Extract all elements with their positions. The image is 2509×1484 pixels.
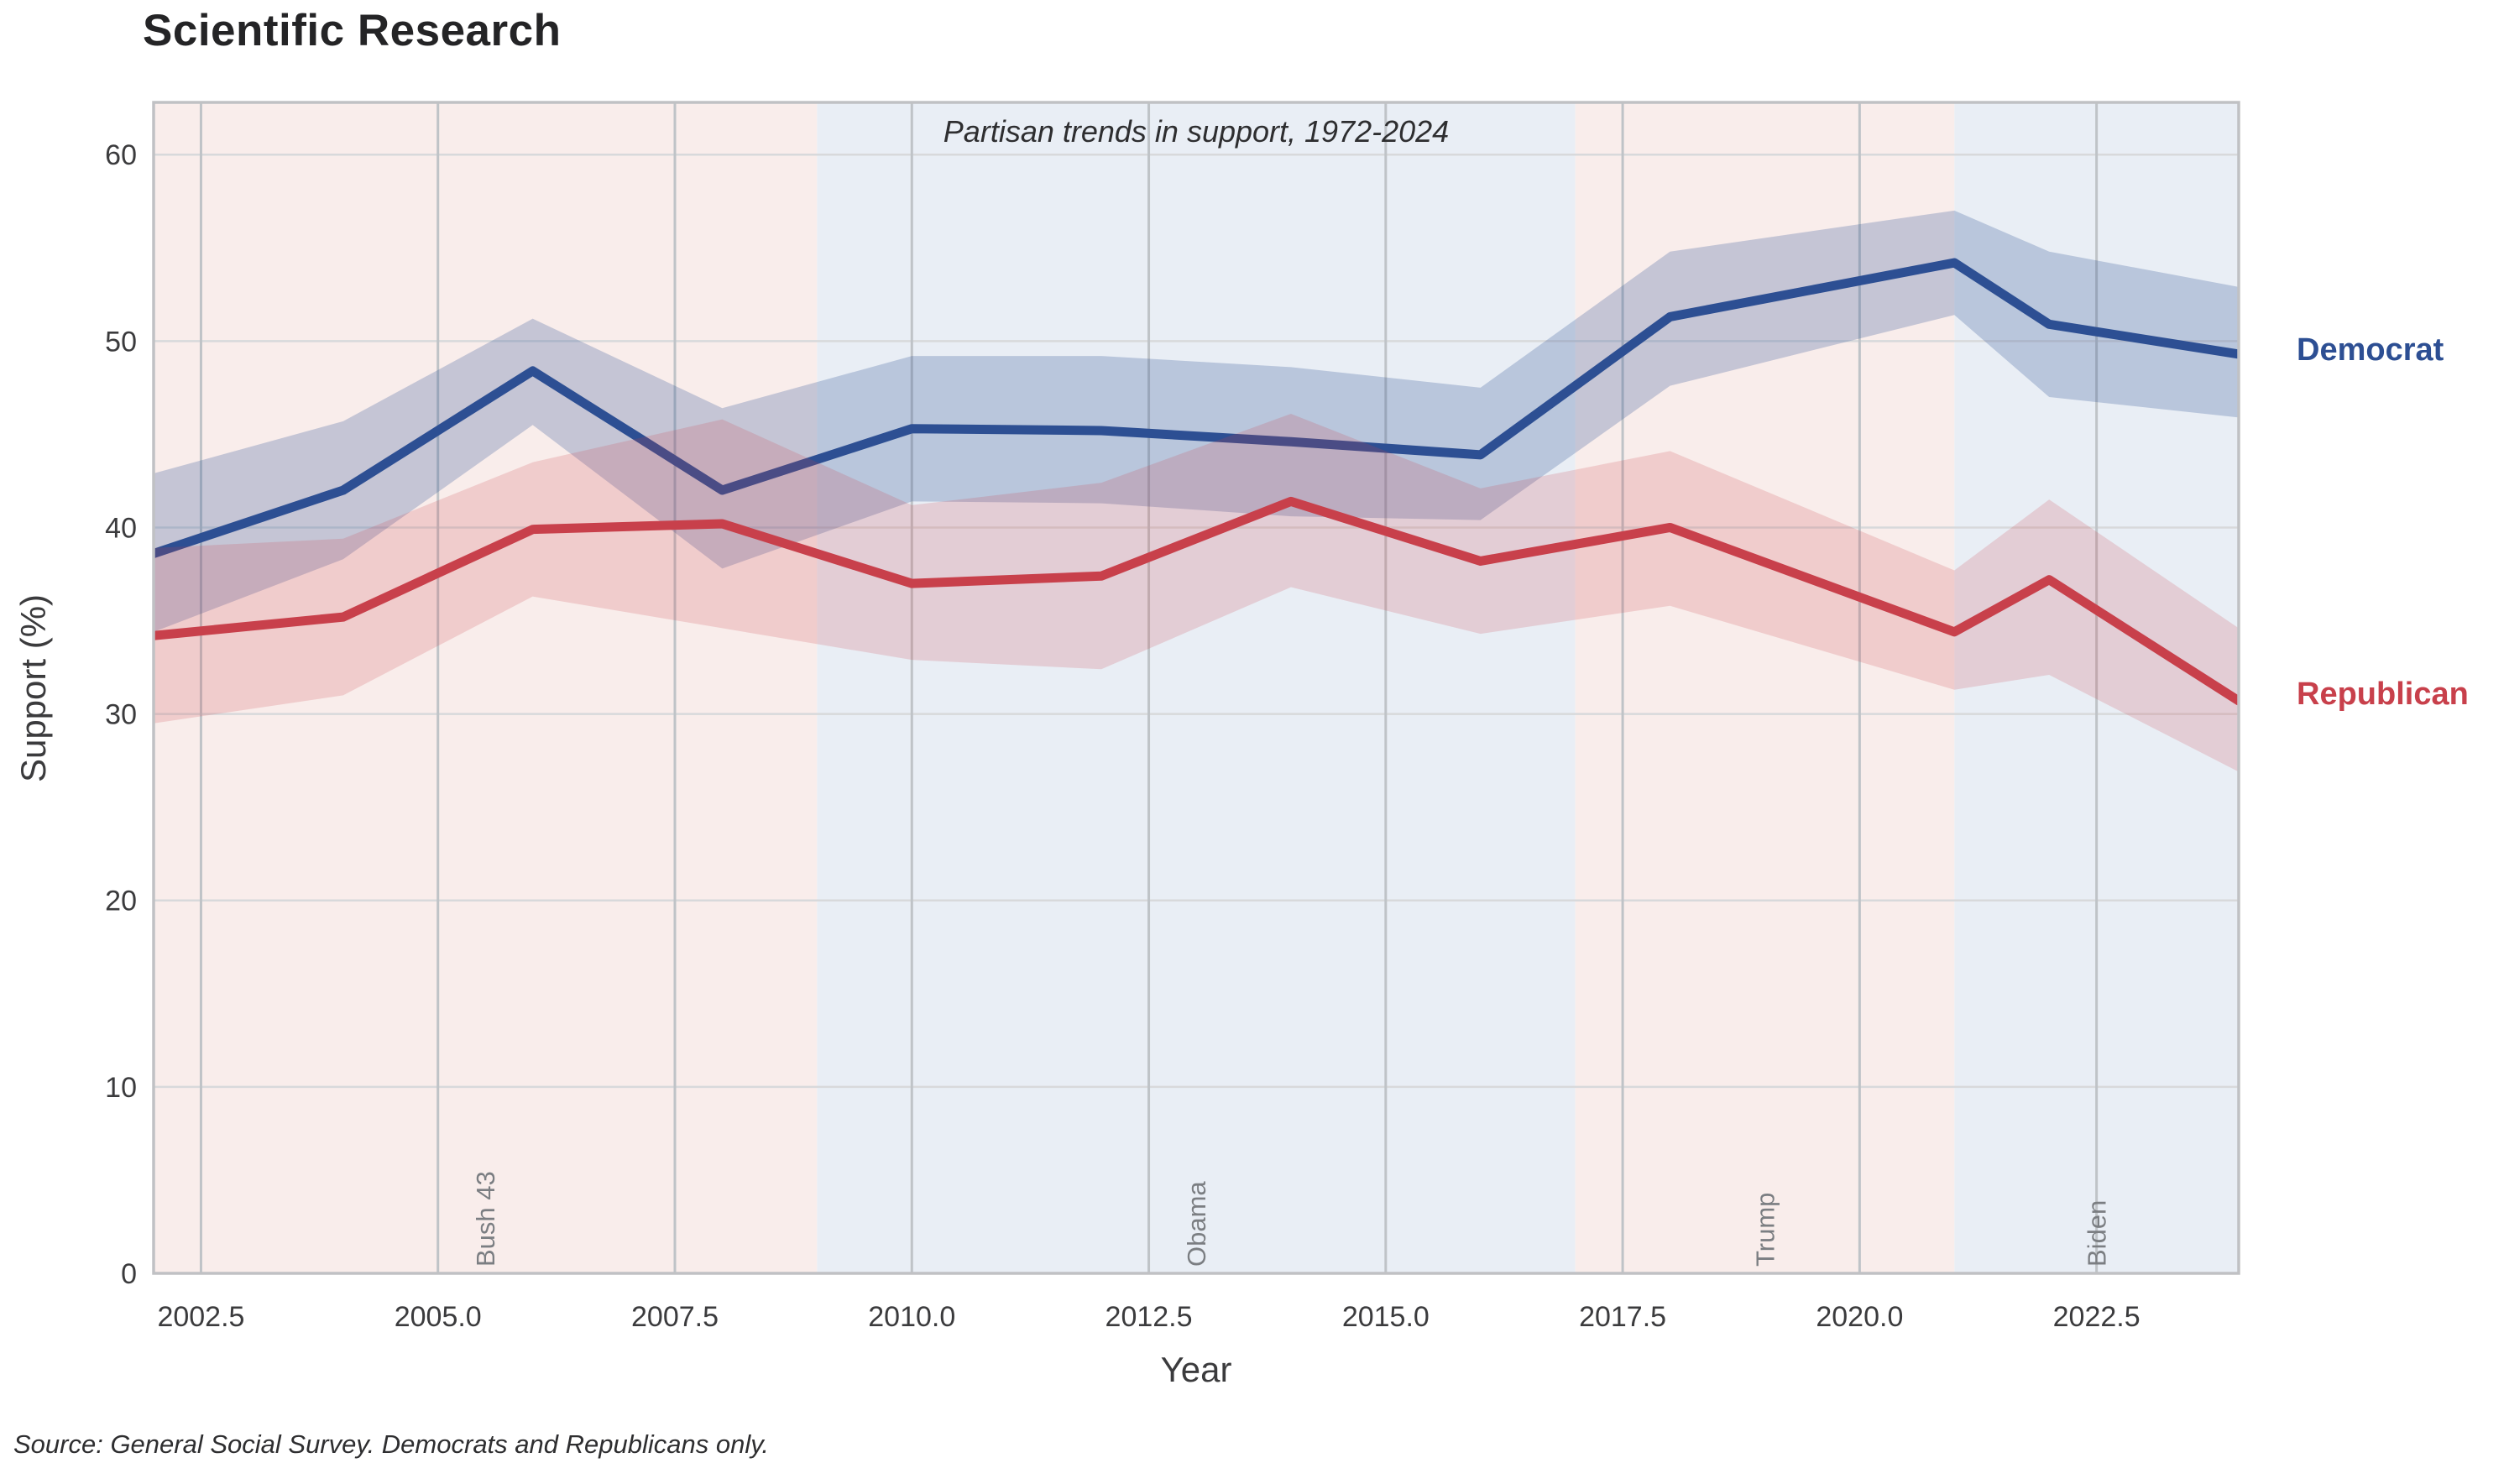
y-tick-label: 40 xyxy=(105,512,137,544)
horizontal-gridlines xyxy=(154,153,2239,1089)
x-tick-label: 2015.0 xyxy=(1342,1301,1430,1333)
y-tick-label: 50 xyxy=(105,326,137,358)
x-tick-labels: 2002.5 2005.0 2007.5 2010.0 2012.5 2015.0 2017… xyxy=(157,1301,2140,1333)
chart-subtitle: Partisan trends in support, 1972-2024 xyxy=(943,114,1450,149)
vertical-gridlines xyxy=(199,102,2099,1273)
y-tick-label: 20 xyxy=(105,886,137,917)
x-tick-label: 2005.0 xyxy=(395,1301,482,1333)
x-tick-label: 2012.5 xyxy=(1106,1301,1193,1333)
x-tick-label: 2007.5 xyxy=(631,1301,719,1333)
y-tick-label: 30 xyxy=(105,699,137,731)
era-label-trump: Trump xyxy=(1750,1193,1780,1267)
y-axis-label: Support (%) xyxy=(13,593,53,783)
legend-label-republican: Republican xyxy=(2297,677,2469,712)
era-label-biden: Biden xyxy=(2083,1200,2112,1267)
y-tick-labels: 0 10 20 30 40 50 60 xyxy=(105,139,137,1290)
source-note: Source: General Social Survey. Democrats… xyxy=(13,1429,770,1459)
x-tick-label: 2002.5 xyxy=(157,1301,244,1333)
series-layer xyxy=(154,210,2239,772)
x-tick-label: 2020.0 xyxy=(1816,1301,1903,1333)
x-tick-label: 2010.0 xyxy=(868,1301,955,1333)
era-labels: Bush 43 Obama Trump Biden xyxy=(471,1171,2111,1267)
era-label-bush-43: Bush 43 xyxy=(471,1171,500,1267)
chart-title: Scientific Research xyxy=(143,6,562,55)
x-tick-label: 2022.5 xyxy=(2053,1301,2140,1333)
democrat-line xyxy=(154,258,2239,559)
y-tick-label: 0 xyxy=(121,1258,137,1290)
era-region-bush-43 xyxy=(154,102,818,1273)
y-tick-label: 10 xyxy=(105,1072,137,1104)
legend-label-democrat: Democrat xyxy=(2297,332,2444,368)
x-tick-label: 2017.5 xyxy=(1579,1301,1666,1333)
republican-confidence-band xyxy=(154,413,2239,772)
plot-spines xyxy=(152,101,2240,1275)
era-region-obama xyxy=(817,102,1576,1273)
era-label-obama: Obama xyxy=(1182,1181,1211,1267)
y-tick-label: 60 xyxy=(105,139,137,171)
republican-line xyxy=(154,496,2239,706)
x-axis-label: Year xyxy=(1160,1350,1232,1389)
